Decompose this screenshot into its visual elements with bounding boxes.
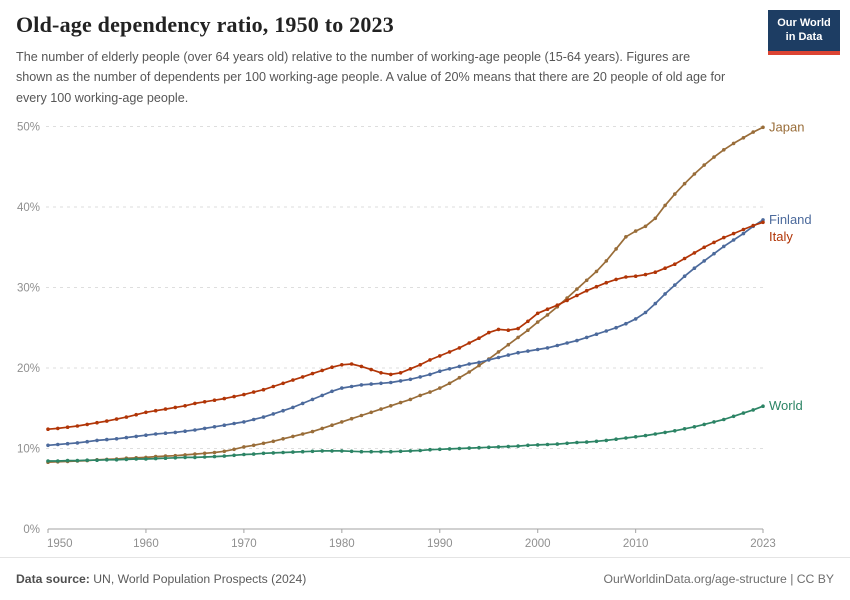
- y-tick-label-50: 50%: [17, 122, 40, 134]
- data-source: Data source: UN, World Population Prospe…: [16, 572, 306, 586]
- x-tick-label-2023: 2023: [750, 538, 776, 550]
- series-label-world[interactable]: World: [769, 398, 803, 413]
- x-tick-label-1980: 1980: [329, 538, 355, 550]
- x-tick-label-1970: 1970: [231, 538, 257, 550]
- line-chart: 0% 10% 20% 30% 40% 50% 1950 1960 1970 1980 1990 200…: [0, 113, 850, 558]
- data-source-label: Data source:: [16, 572, 90, 586]
- footer-link[interactable]: OurWorldinData.org/age-structure | CC BY: [603, 572, 834, 586]
- series-label-finland[interactable]: Finland: [769, 212, 812, 227]
- series-line-italy[interactable]: [47, 221, 764, 431]
- series-label-italy[interactable]: Italy: [769, 229, 793, 244]
- y-tick-label-20: 20%: [17, 363, 40, 375]
- y-tick-label-0: 0%: [23, 524, 40, 536]
- chart-header: Old-age dependency ratio, 1950 to 2023 T…: [0, 0, 850, 108]
- x-tick-label-1990: 1990: [427, 538, 453, 550]
- x-tick-label-1950: 1950: [47, 538, 73, 550]
- series-markers-finland: [46, 218, 765, 448]
- series-markers-italy: [46, 220, 765, 432]
- series-markers-japan: [46, 125, 765, 465]
- y-tick-label-10: 10%: [17, 444, 40, 456]
- chart-title: Old-age dependency ratio, 1950 to 2023: [16, 12, 394, 37]
- owid-logo-line2: in Data: [785, 30, 823, 43]
- y-tick-label-30: 30%: [17, 283, 40, 295]
- chart-subtitle: The number of elderly people (over 64 ye…: [16, 50, 726, 105]
- x-tick-label-2010: 2010: [623, 538, 649, 550]
- x-tick-label-2000: 2000: [525, 538, 551, 550]
- x-tick-label-1960: 1960: [133, 538, 159, 550]
- series-markers-world: [46, 404, 765, 463]
- owid-logo-line1: Our World: [777, 17, 831, 29]
- chart-footer: Data source: UN, World Population Prospe…: [0, 557, 850, 600]
- data-source-text: UN, World Population Prospects (2024): [89, 572, 307, 586]
- line-chart-svg: 0% 10% 20% 30% 40% 50% 1950 1960 1970 1980 1990 200…: [17, 119, 812, 550]
- series-label-japan[interactable]: Japan: [769, 119, 804, 134]
- owid-logo[interactable]: Our World in Data: [768, 10, 840, 55]
- y-tick-label-40: 40%: [17, 202, 40, 214]
